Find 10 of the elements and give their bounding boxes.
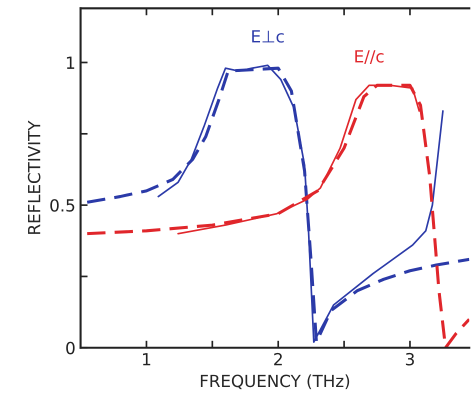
y-tick-label: 0.5: [50, 199, 74, 212]
y-tick-label: 0: [66, 342, 75, 354]
x-tick-label: 2: [274, 352, 282, 366]
x-tick-label: 3: [406, 352, 414, 366]
x-tick-label: 1: [142, 353, 150, 366]
y-axis-title: REFLECTIVITY: [28, 120, 40, 234]
y-tick-label: 1: [66, 56, 74, 69]
x-axis-title: FREQUENCY (THz): [200, 374, 350, 390]
series-label: E⊥c: [252, 30, 284, 43]
series-label: E//c: [355, 50, 384, 64]
